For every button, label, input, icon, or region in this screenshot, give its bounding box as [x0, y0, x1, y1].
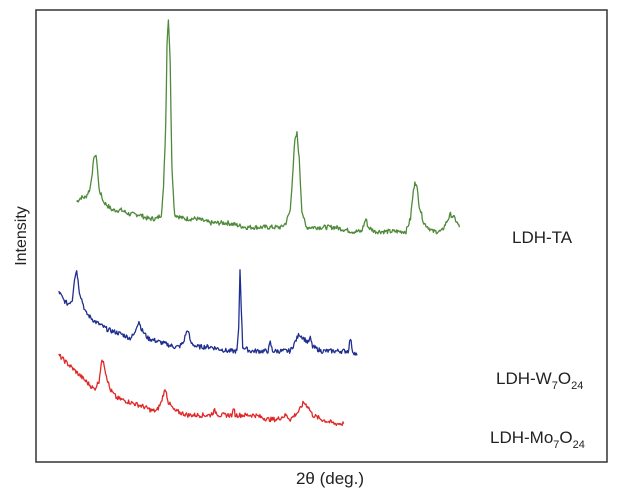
y-axis-label: Intensity	[13, 206, 30, 266]
series-line-ldh-w	[58, 269, 358, 356]
series-line-ldh-mo	[58, 353, 345, 427]
series-label: LDH-W7O24	[496, 369, 583, 392]
series-label-layer: LDH-TA LDH-W7O24 LDH-Mo7O24	[490, 228, 585, 451]
series-layer	[58, 19, 461, 427]
series-label: LDH-TA	[512, 228, 573, 247]
series-label: LDH-Mo7O24	[490, 428, 585, 451]
series-line-ldh-ta	[76, 19, 461, 235]
x-axis-label: 2θ (deg.)	[296, 469, 364, 488]
plot-frame	[35, 9, 608, 463]
